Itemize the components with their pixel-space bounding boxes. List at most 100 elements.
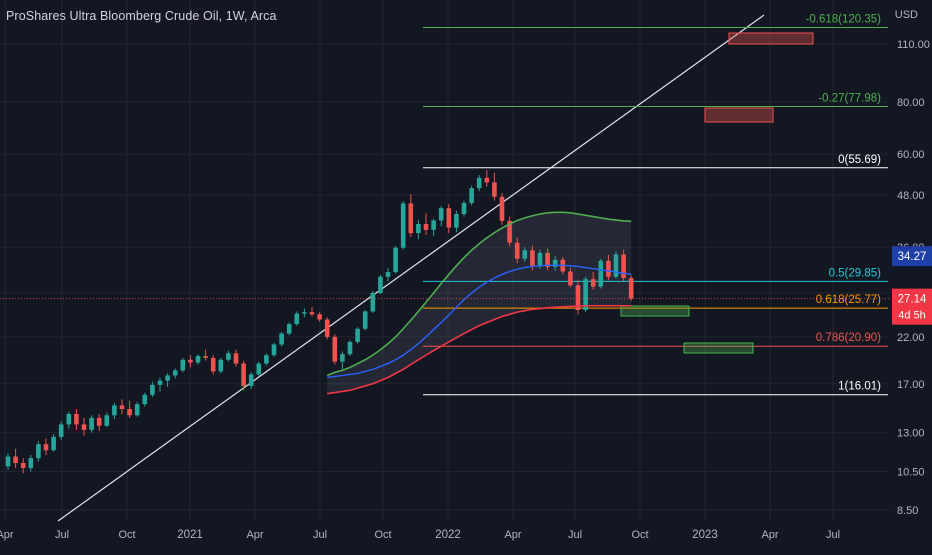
price-tick-label: 10.50 (897, 467, 925, 479)
candle-body (628, 277, 634, 299)
candle-body (370, 292, 376, 312)
blue-price-badge-text: 34.27 (898, 251, 927, 263)
candle-body (583, 279, 588, 310)
candle-body (537, 252, 543, 266)
candle-body (127, 409, 132, 416)
time-tick-label: 2021 (177, 529, 203, 541)
candle-body (309, 312, 315, 315)
time-tick-label: Apr (504, 529, 521, 541)
price-tick-label: 80.00 (897, 97, 925, 109)
target-box-red-mid (704, 107, 774, 123)
time-tick-label: Oct (374, 529, 391, 541)
candle-body (484, 177, 490, 183)
candle-body (431, 220, 436, 230)
candle-body (96, 417, 102, 426)
candle-body (476, 177, 482, 189)
ma-red-line (327, 304, 632, 395)
time-tick-label: 2022 (435, 529, 461, 541)
blue-price-badge (892, 246, 932, 267)
symbol-title: ProShares Ultra Bloomberg Crude Oil, 1W,… (6, 9, 277, 23)
candle-body (332, 336, 338, 362)
candle-body (74, 414, 79, 425)
time-tick-label: Jul (826, 529, 840, 541)
candle-body (43, 444, 49, 451)
candle-body (522, 250, 528, 259)
candle-body (606, 260, 611, 277)
trendline[interactable] (57, 14, 765, 522)
candle-body (552, 259, 558, 267)
support-box-green-upper (620, 305, 690, 317)
candle-body (400, 203, 406, 248)
candle-body (241, 363, 246, 386)
candle-body (264, 355, 269, 364)
candle-body (112, 405, 117, 416)
ma-blue-line (327, 264, 632, 379)
candle-body (294, 313, 300, 325)
time-axis[interactable]: Apr Jul Oct 2021 Apr Jul Oct 2022 Apr Jul Oct 2023 A… (0, 529, 840, 541)
candle-body (81, 424, 87, 430)
candle-body (446, 208, 452, 228)
ma-green-line (326, 211, 632, 377)
price-tick-label: 22.00 (897, 332, 925, 344)
price-axis[interactable]: 8.5010.5013.0017.0022.0028.0036.0048.006… (897, 39, 930, 517)
candle-body (150, 384, 155, 395)
candle-body (530, 250, 535, 266)
candle-body (590, 279, 596, 287)
fib-level-label: -0.27(77.98) (818, 93, 881, 105)
candle-body (157, 380, 163, 385)
candle-body (514, 242, 520, 259)
candle-body (13, 456, 18, 464)
candle-body (393, 247, 398, 273)
last-price-badge (892, 288, 932, 325)
candle-body (302, 312, 307, 314)
target-box-red-upper (728, 32, 814, 45)
moving-averages (326, 211, 632, 395)
candle-body (210, 357, 216, 372)
candle-body (28, 458, 34, 469)
fib-level-label: 0.786(20.90) (816, 332, 881, 344)
candle-body (271, 344, 277, 356)
price-tick-label: 110.00 (897, 39, 930, 51)
candle-body (461, 202, 467, 215)
time-tick-label: 2023 (692, 529, 718, 541)
candle-body (58, 424, 64, 437)
fib-level-label: -0.618(120.35) (806, 14, 882, 26)
candle-body (385, 272, 391, 277)
candle-body (324, 319, 330, 337)
price-tick-label: 48.00 (897, 190, 925, 202)
candle-body (355, 328, 360, 342)
candle-body (36, 444, 41, 459)
candle-body (218, 359, 224, 372)
candle-body (469, 188, 474, 203)
candle-body (438, 208, 444, 221)
candle-body (423, 223, 429, 230)
time-tick-label: Apr (761, 529, 778, 541)
candle-body (51, 436, 56, 451)
candle-body (172, 370, 178, 376)
candle-body (362, 311, 368, 329)
candle-body (119, 405, 125, 410)
candle-body (613, 254, 619, 277)
target-boxes[interactable] (620, 32, 814, 354)
candle-body (195, 356, 201, 363)
fib-retracement[interactable]: -0.618(120.35) -0.27(77.98) 0(55.69) 0.5(29… (423, 14, 888, 396)
fib-level-label: 1(16.01) (838, 381, 881, 393)
candle-body (507, 220, 512, 243)
candle-body (317, 314, 322, 320)
trendline-segment (57, 14, 765, 522)
last-price-badge-text: 27.14 (898, 294, 927, 306)
fib-level-label: 0(55.69) (838, 154, 881, 166)
time-tick-label: Jul (313, 529, 327, 541)
countdown-badge-text: 4d 5h (898, 310, 926, 322)
candle-body (621, 254, 626, 278)
candle-body (416, 223, 421, 234)
candles (5, 170, 634, 474)
candle-body (347, 341, 353, 355)
candle-body (575, 285, 581, 310)
candle-body (226, 353, 231, 360)
candle-body (134, 404, 140, 416)
candle-body (279, 333, 284, 345)
time-tick-label: Oct (118, 529, 135, 541)
